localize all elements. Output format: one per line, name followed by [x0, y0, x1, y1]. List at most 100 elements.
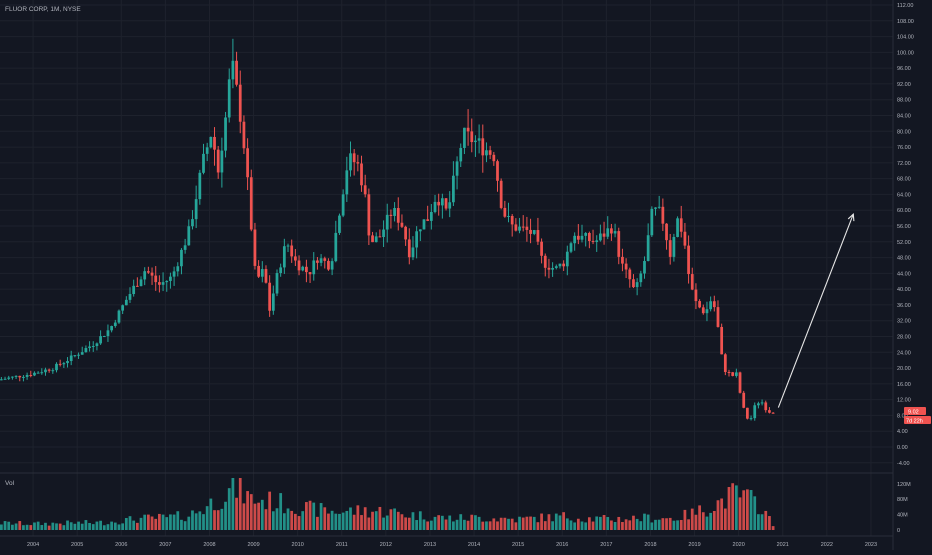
volume-bar: [40, 525, 44, 530]
volume-bar: [746, 489, 749, 530]
volume-bar: [264, 509, 268, 530]
price-tick-label: -4.00: [897, 461, 910, 467]
candle-body: [518, 226, 521, 231]
volume-bar: [216, 510, 220, 530]
volume-bar: [510, 518, 514, 530]
volume-bar: [499, 517, 503, 530]
candle-body: [602, 233, 606, 237]
candle-body: [496, 161, 499, 181]
candle-body: [562, 263, 566, 267]
volume-bar: [33, 522, 36, 530]
time-tick-label: 2021: [777, 542, 789, 548]
volume-bar: [503, 517, 507, 530]
price-axis[interactable]: 112.00 108.00 104.00 100.00 96.00 92.00 88.00 8…: [897, 3, 914, 467]
candle-body: [591, 241, 595, 243]
candle-body: [683, 231, 687, 246]
candle-body: [128, 294, 132, 300]
volume-bar: [55, 523, 58, 530]
volume-bar: [617, 516, 621, 530]
volume-bar: [749, 490, 753, 530]
candle-body: [488, 150, 492, 155]
candle-body: [668, 240, 672, 257]
price-tick-label: 20.00: [897, 366, 911, 372]
candle-body: [687, 245, 690, 275]
time-tick-label: 2008: [203, 542, 215, 548]
candle-body: [716, 307, 720, 327]
volume-bar: [58, 523, 62, 530]
volume-bar: [683, 509, 687, 530]
volume-bar: [723, 508, 727, 530]
candle-body: [606, 228, 610, 237]
candle-body: [613, 231, 617, 234]
candle-body: [22, 376, 25, 378]
volume-bar: [400, 514, 404, 530]
time-tick-label: 2018: [644, 542, 656, 548]
volume-bar: [253, 503, 257, 530]
candle-body: [584, 233, 588, 236]
price-tick-label: 40.00: [897, 287, 911, 293]
candle-body: [58, 363, 62, 365]
candle-body: [55, 363, 58, 371]
volume-bar: [393, 508, 396, 530]
candle-body: [433, 201, 437, 212]
candle-body: [286, 245, 290, 247]
volume-bar: [672, 520, 676, 530]
volume-bar: [639, 521, 643, 530]
candle-body: [440, 198, 444, 206]
candle-body: [551, 267, 554, 270]
candle-body: [3, 378, 7, 380]
volume-bar: [477, 516, 481, 530]
volume-bar: [635, 518, 639, 530]
volume-bar: [407, 517, 411, 530]
time-axis[interactable]: 2004 2005 2006 2007 2008 2009 2010 2011 2012 2013…: [27, 542, 877, 548]
candle-body: [279, 267, 283, 274]
candle-body: [352, 153, 356, 163]
candle-body: [650, 208, 654, 236]
candle-body: [672, 236, 676, 257]
candle-body: [768, 410, 771, 413]
volume-bar: [599, 516, 602, 530]
candle-body: [216, 149, 220, 173]
volume-bar: [183, 521, 187, 530]
volume-bar: [437, 515, 441, 530]
volume-bar: [547, 514, 551, 530]
candle-body: [374, 236, 378, 243]
candle-body: [437, 201, 441, 206]
volume-bar: [128, 516, 132, 530]
volume-bar: [698, 505, 701, 530]
volume-bar: [29, 525, 33, 530]
volume-bar: [194, 513, 198, 530]
candle-body: [632, 279, 635, 288]
volume-bar: [297, 516, 301, 530]
price-tick-label: 84.00: [897, 114, 911, 120]
volume-bar: [632, 515, 635, 530]
candle-body: [547, 267, 551, 270]
candle-body: [191, 219, 194, 227]
candle-body: [569, 243, 573, 252]
volume-bar: [481, 521, 485, 530]
candle-body: [338, 215, 341, 233]
volume-bar: [742, 490, 746, 530]
volume-bar: [668, 517, 672, 530]
price-tick-label: 8.00: [897, 413, 908, 419]
price-tick-label: 96.00: [897, 66, 911, 72]
volume-bar: [543, 521, 547, 530]
candle-body: [172, 271, 176, 277]
volume-tick-label: 120M: [897, 482, 911, 488]
volume-bar: [260, 499, 264, 530]
candle-body: [33, 372, 36, 376]
candle-body: [150, 272, 154, 276]
volume-bar: [602, 515, 606, 530]
volume-bar: [69, 522, 73, 530]
volume-bar: [161, 514, 165, 530]
candle-body: [418, 229, 422, 232]
price-tick-label: 64.00: [897, 192, 911, 198]
candle-body: [165, 280, 169, 283]
volume-bar: [558, 515, 562, 530]
candle-body: [7, 377, 11, 379]
price-tick-label: 56.00: [897, 224, 911, 230]
trend-arrow[interactable]: [777, 212, 855, 408]
volume-bar: [352, 514, 356, 530]
